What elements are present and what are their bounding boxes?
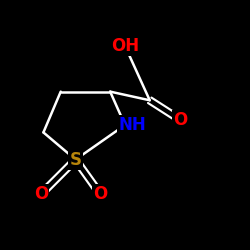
Text: NH: NH: [118, 116, 146, 134]
Text: O: O: [93, 185, 108, 203]
Text: O: O: [174, 111, 188, 129]
Text: OH: OH: [111, 37, 139, 55]
Text: S: S: [70, 150, 82, 168]
Text: O: O: [34, 185, 48, 203]
